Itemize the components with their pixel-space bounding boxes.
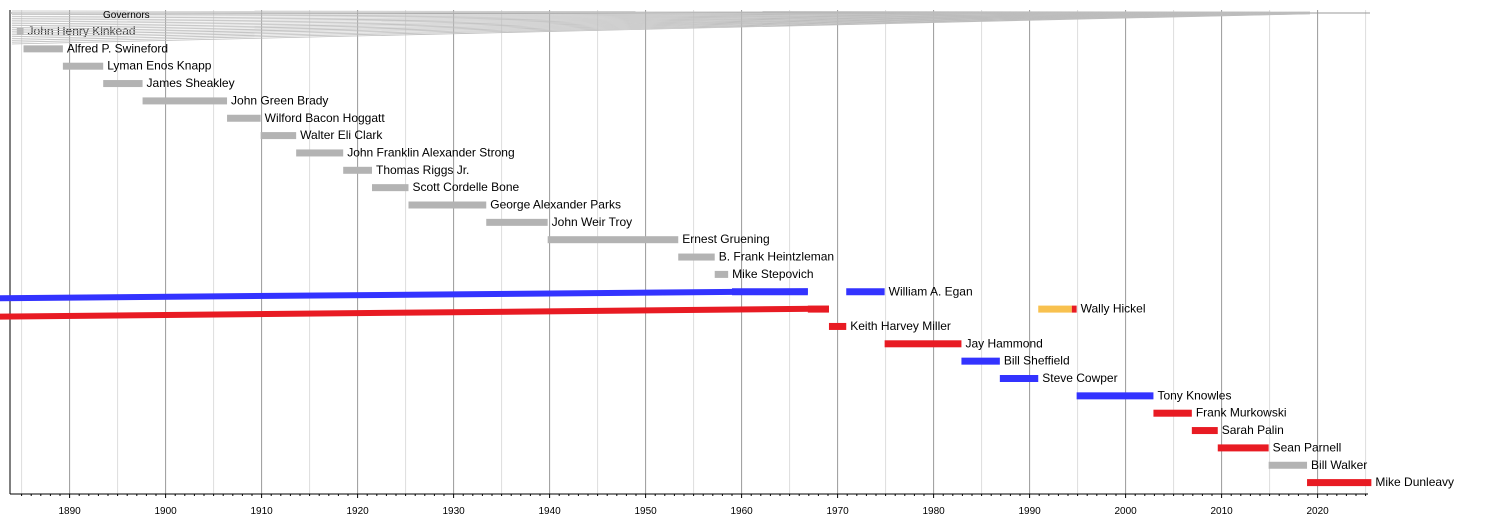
governor-name-label: Wilford Bacon Hoggatt <box>265 111 386 125</box>
governor-bar <box>1191 427 1218 435</box>
governor-bar <box>23 45 63 53</box>
governor-bar <box>678 253 715 261</box>
governor-name-label: Ernest Gruening <box>682 232 769 246</box>
governor-bar <box>884 340 962 348</box>
governor-name-label: Walter Eli Clark <box>300 128 383 142</box>
egan-stripe <box>0 288 808 302</box>
governor-bar <box>296 149 344 157</box>
governor-name-label: George Alexander Parks <box>490 198 621 212</box>
governor-bar <box>1217 444 1269 452</box>
governor-name-label: John Green Brady <box>231 93 328 107</box>
governor-bar <box>999 375 1039 382</box>
governor-bar <box>1153 409 1192 417</box>
x-tick-label: 2000 <box>1114 506 1137 516</box>
governor-bar <box>372 184 409 192</box>
governor-name-label: Sarah Palin <box>1222 423 1284 437</box>
governor-name-label: James Sheakley <box>147 76 235 90</box>
governor-bar <box>1307 479 1372 487</box>
governor-bar <box>828 322 847 330</box>
governor-bar <box>227 114 261 122</box>
governor-name-label: Steve Cowper <box>1042 371 1117 385</box>
governor-bar <box>1071 305 1077 313</box>
x-tick-label: 1900 <box>154 506 177 516</box>
governor-name-label: Alfred P. Swineford <box>67 41 168 55</box>
governor-name-label: Keith Harvey Miller <box>850 319 951 333</box>
governor-name-label: John Weir Troy <box>552 215 632 229</box>
governor-name-label: Sean Parnell <box>1273 440 1342 454</box>
governor-bar <box>16 28 24 35</box>
governor-bar <box>62 62 104 70</box>
governor-name-label: Bill Sheffield <box>1004 354 1070 368</box>
legend: Governors <box>11 10 1311 45</box>
governor-bar <box>260 132 297 140</box>
governor-name-label: Tony Knowles <box>1157 388 1231 402</box>
legend-title: Governors <box>103 10 150 21</box>
governor-bar <box>103 80 143 88</box>
governor-name-label: Scott Cordelle Bone <box>412 180 519 194</box>
governor-bar <box>1076 392 1154 400</box>
governor-name-label: Jay Hammond <box>965 336 1042 350</box>
x-tick-label: 1990 <box>1018 506 1041 516</box>
x-axis: 1890 1900 1910 1920 1930 1940 1950 1960 1970 1980… <box>9 10 1370 516</box>
governor-bar <box>714 270 729 278</box>
governor-bar <box>1268 461 1308 469</box>
governor-name-label: John Franklin Alexander Strong <box>347 145 514 159</box>
legend-fan-line <box>11 13 1311 45</box>
governor-name-label: Bill Walker <box>1311 458 1367 472</box>
x-tick-label: 1970 <box>826 506 849 516</box>
governor-name-label: Thomas Riggs Jr. <box>376 163 469 177</box>
governor-name-label: Frank Murkowski <box>1196 406 1287 420</box>
governor-bar <box>486 218 548 226</box>
x-tick-label: 2020 <box>1306 506 1329 516</box>
governor-bar <box>846 288 885 296</box>
governor-name-label: William A. Egan <box>889 284 973 298</box>
hickel-stripe <box>0 305 829 320</box>
x-tick-label: 1890 <box>58 506 81 516</box>
x-tick-label: 1920 <box>346 506 369 516</box>
grid-layer <box>21 10 1367 494</box>
x-tick-label: 1960 <box>730 506 753 516</box>
x-tick-label: 1940 <box>538 506 561 516</box>
governor-name-label: Lyman Enos Knapp <box>107 59 212 73</box>
governor-bar <box>142 97 228 105</box>
x-tick-label: 2010 <box>1210 506 1233 516</box>
x-tick-label: 1910 <box>250 506 273 516</box>
governor-bar <box>408 201 487 209</box>
governor-name-label: Mike Dunleavy <box>1375 475 1454 489</box>
governor-name-label: Mike Stepovich <box>732 267 813 281</box>
governor-bar <box>547 236 679 244</box>
x-tick-label: 1930 <box>442 506 465 516</box>
governor-bar <box>961 357 1000 365</box>
governor-bar <box>343 166 372 174</box>
x-tick-label: 1980 <box>922 506 945 516</box>
governor-name-label: Wally Hickel <box>1081 302 1146 316</box>
governor-bar <box>1038 305 1072 313</box>
governor-name-label: B. Frank Heintzleman <box>719 250 834 264</box>
x-tick-label: 1950 <box>634 506 657 516</box>
